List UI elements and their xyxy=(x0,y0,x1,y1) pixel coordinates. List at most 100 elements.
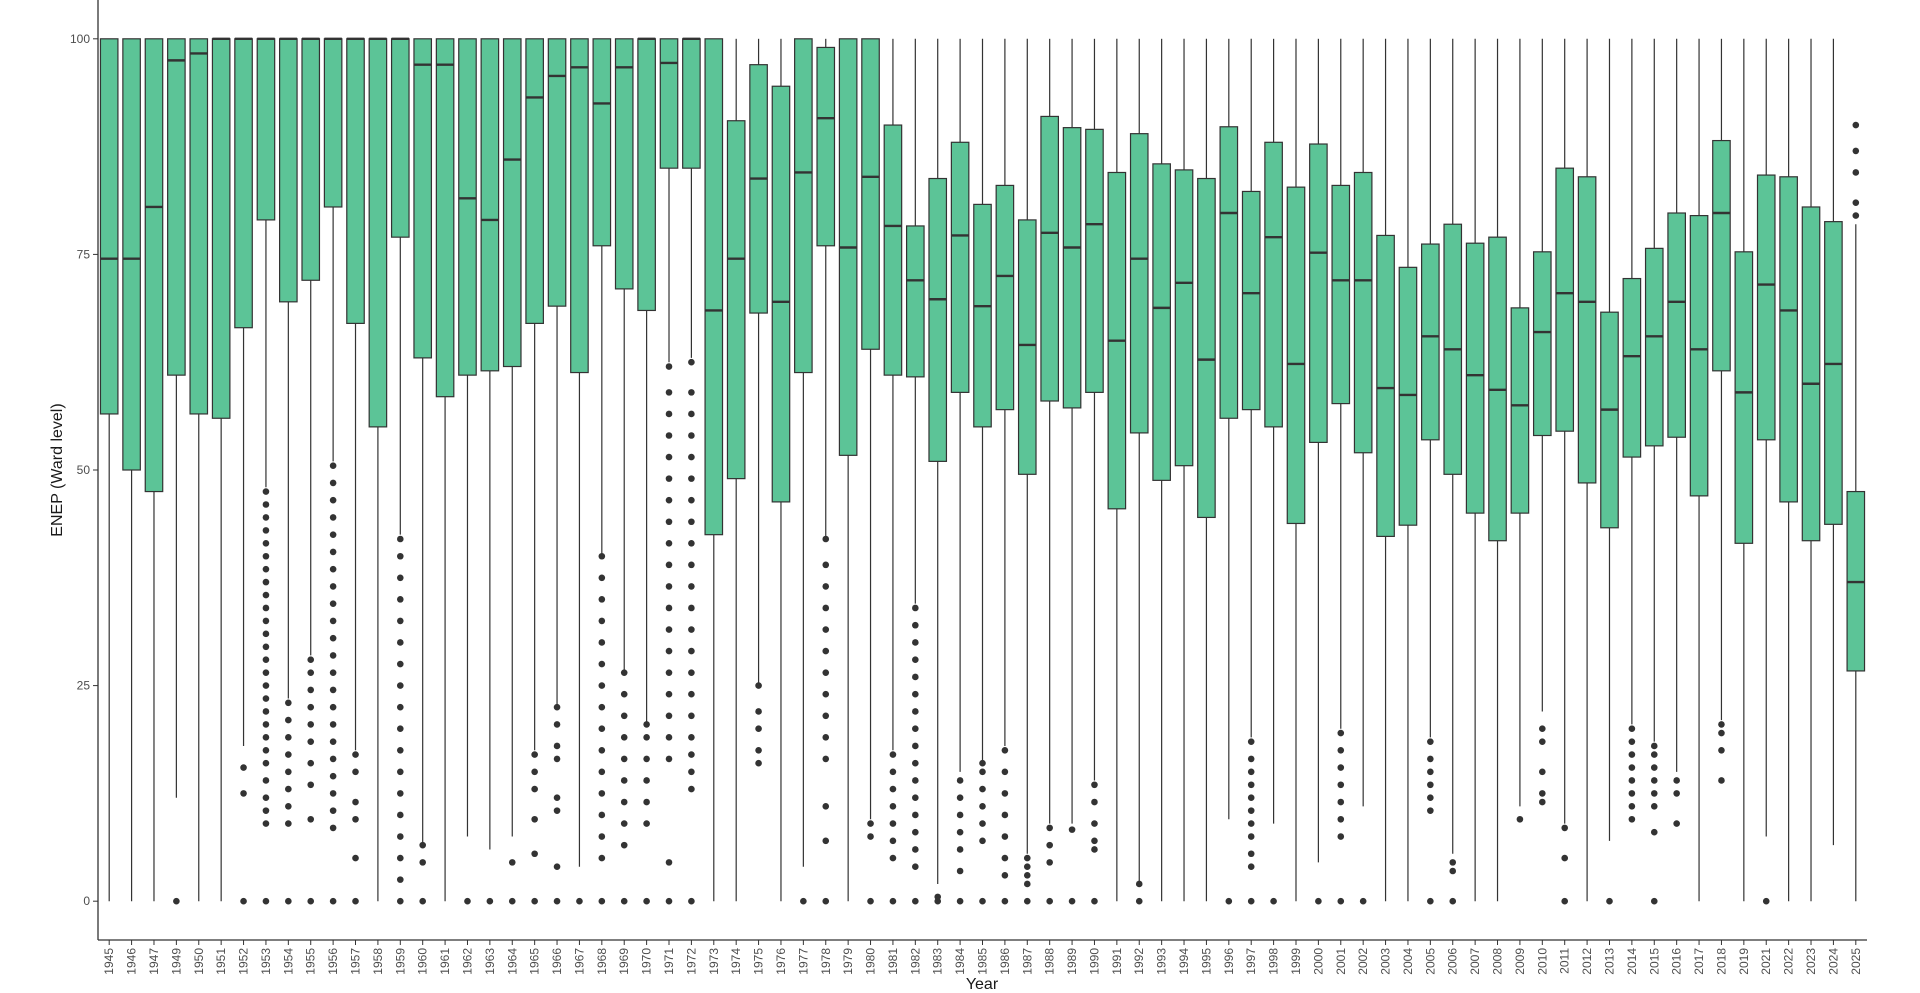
outlier-point-1972-2 xyxy=(688,768,695,776)
box-1963 xyxy=(480,38,500,850)
outlier-point-2001-3 xyxy=(1337,798,1345,806)
box-1986 xyxy=(995,38,1015,746)
outlier-point-1977-0 xyxy=(800,897,807,905)
iqr-box-2019 xyxy=(1734,251,1754,544)
outlier-point-1972-8 xyxy=(688,647,695,655)
x-tick-label-1956: 1956 xyxy=(326,948,340,975)
x-tick-label-2008: 2008 xyxy=(1491,948,1505,975)
outlier-point-1985-3 xyxy=(979,803,986,810)
outlier-point-1968-0 xyxy=(598,897,606,905)
box-2011 xyxy=(1555,38,1575,824)
x-tick-label-1966: 1966 xyxy=(550,948,564,975)
outlier-point-2018-3 xyxy=(1718,721,1725,728)
outlier-point-1953-1 xyxy=(262,820,270,827)
outlier-point-1982-4 xyxy=(912,811,919,819)
box-1978 xyxy=(816,38,836,539)
outlier-point-1954-7 xyxy=(285,716,292,724)
outlier-point-1966-6 xyxy=(553,721,561,728)
outlier-point-2006-2 xyxy=(1449,859,1457,866)
outlier-point-1956-17 xyxy=(329,548,337,556)
iqr-box-2010 xyxy=(1532,251,1552,437)
x-tick-label-2015: 2015 xyxy=(1647,948,1661,975)
outlier-point-1968-12 xyxy=(598,617,606,625)
outlier-point-1984-0 xyxy=(956,897,964,905)
iqr-box-1971 xyxy=(659,38,679,169)
x-tick-label-2016: 2016 xyxy=(1670,948,1684,975)
iqr-box-2021 xyxy=(1756,174,1776,441)
x-tick-label-1953: 1953 xyxy=(259,948,273,975)
outlier-point-2005-6 xyxy=(1427,738,1434,745)
x-tick-label-1945: 1945 xyxy=(102,948,116,975)
x-tick-label-1970: 1970 xyxy=(640,948,654,975)
box-1957 xyxy=(346,37,365,751)
outlier-point-1978-4 xyxy=(822,734,830,741)
iqr-box-1973 xyxy=(704,38,724,536)
outlier-point-1986-6 xyxy=(1001,768,1009,776)
outlier-point-1978-11 xyxy=(822,583,830,590)
outlier-point-1986-5 xyxy=(1001,790,1009,797)
x-tick-label-2025: 2025 xyxy=(1849,948,1863,975)
outlier-point-1970-6 xyxy=(643,721,650,728)
outlier-point-1965-3 xyxy=(531,785,538,793)
x-tick-label-2000: 2000 xyxy=(1311,948,1325,975)
iqr-box-1970 xyxy=(637,38,656,312)
outlier-point-2015-6 xyxy=(1650,751,1658,758)
outlier-point-1966-2 xyxy=(553,807,561,814)
box-1980 xyxy=(861,38,880,820)
outlier-point-1971-6 xyxy=(665,669,673,676)
outlier-point-1966-7 xyxy=(553,703,561,711)
iqr-box-1953 xyxy=(256,38,276,221)
outlier-point-1971-4 xyxy=(665,712,673,720)
iqr-box-2000 xyxy=(1309,143,1328,444)
outlier-point-1969-4 xyxy=(620,777,628,784)
outlier-point-1971-5 xyxy=(665,690,673,698)
outlier-point-1972-15 xyxy=(688,496,695,504)
outlier-point-1971-14 xyxy=(665,496,673,504)
iqr-box-2018 xyxy=(1712,139,1731,372)
outlier-point-1953-24 xyxy=(262,514,270,521)
box-1989 xyxy=(1062,38,1082,824)
outlier-point-1988-3 xyxy=(1046,824,1053,832)
x-tick-label-2022: 2022 xyxy=(1782,948,1796,975)
x-tick-label-1986: 1986 xyxy=(998,948,1012,975)
x-tick-label-1995: 1995 xyxy=(1199,948,1213,975)
outlier-point-1955-5 xyxy=(307,721,315,728)
iqr-box-1967 xyxy=(570,38,589,374)
iqr-box-1966 xyxy=(547,38,567,307)
x-tick-label-2004: 2004 xyxy=(1401,948,1415,975)
outlier-point-1959-16 xyxy=(396,552,404,560)
outlier-point-1987-4 xyxy=(1023,854,1031,862)
outlier-point-1959-7 xyxy=(396,746,404,754)
outlier-point-2005-4 xyxy=(1427,768,1434,776)
x-tick-label-1952: 1952 xyxy=(237,948,251,975)
outlier-point-1971-15 xyxy=(665,475,673,482)
iqr-box-1968 xyxy=(592,38,612,247)
box-1953 xyxy=(256,37,276,488)
outlier-point-1972-21 xyxy=(688,358,695,366)
outlier-point-1997-1 xyxy=(1247,863,1255,870)
outlier-point-1989-1 xyxy=(1068,826,1076,833)
outlier-point-1957-5 xyxy=(352,751,359,758)
outlier-point-1956-9 xyxy=(329,686,337,694)
outlier-point-1975-3 xyxy=(755,708,762,715)
x-tick-label-1975: 1975 xyxy=(752,948,766,975)
x-tick-label-1997: 1997 xyxy=(1244,948,1258,975)
outlier-point-1959-6 xyxy=(396,768,404,776)
outlier-point-1985-4 xyxy=(979,785,986,793)
outlier-point-1969-2 xyxy=(620,820,628,827)
iqr-box-2015 xyxy=(1644,247,1664,447)
iqr-box-2023 xyxy=(1801,206,1821,542)
outlier-point-1984-3 xyxy=(956,828,964,836)
x-tick-label-2018: 2018 xyxy=(1714,948,1728,975)
box-1983 xyxy=(928,38,948,884)
x-tick-label-1969: 1969 xyxy=(617,948,631,975)
outlier-point-1972-0 xyxy=(688,897,695,905)
x-tick-label-2011: 2011 xyxy=(1558,948,1572,974)
iqr-box-2002 xyxy=(1353,171,1373,454)
iqr-box-1998 xyxy=(1264,141,1283,428)
outlier-point-1957-0 xyxy=(352,897,359,905)
outlier-point-1971-0 xyxy=(665,897,673,905)
outlier-point-1982-0 xyxy=(912,897,919,905)
outlier-point-2014-7 xyxy=(1628,725,1636,733)
outlier-point-1960-1 xyxy=(419,859,426,866)
